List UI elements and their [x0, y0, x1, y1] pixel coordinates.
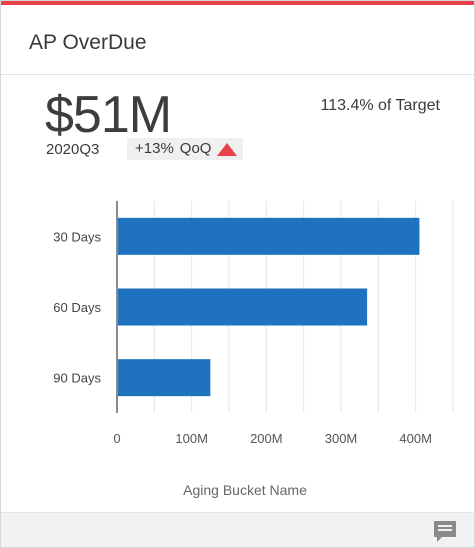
- kpi-change-label: QoQ: [179, 140, 212, 157]
- x-tick-label: 400M: [399, 431, 432, 446]
- kpi-target: 113.4% of Target: [320, 97, 441, 114]
- x-axis-title: Aging Bucket Name: [183, 482, 307, 498]
- bar: [117, 217, 420, 255]
- x-tick-label: 100M: [175, 431, 208, 446]
- aging-bar-chart: 30 Days 60 Days 90 Days 0 100M 200M 300M 400M Ag…: [53, 201, 454, 498]
- kpi-period: 2020Q3: [46, 141, 100, 158]
- kpi-change-value: +13%: [135, 140, 174, 157]
- kpi-change-badge: +13% QoQ: [127, 138, 244, 160]
- category-label: 60 Days: [53, 300, 101, 315]
- kpi-value: $51M: [45, 86, 172, 144]
- category-label: 30 Days: [53, 229, 101, 244]
- triangle-up-icon: [217, 142, 238, 156]
- bar: [117, 288, 368, 326]
- x-tick-label: 0: [113, 431, 120, 446]
- x-tick-label: 300M: [325, 431, 358, 446]
- card-title: AP OverDue: [29, 31, 147, 54]
- card-footer: [1, 512, 474, 547]
- x-tick-label: 200M: [250, 431, 283, 446]
- comment-icon[interactable]: [434, 521, 456, 542]
- card-accent-bar: [1, 1, 474, 5]
- card-header: AP OverDue: [1, 5, 474, 75]
- category-label: 90 Days: [53, 371, 101, 386]
- bar: [117, 359, 211, 397]
